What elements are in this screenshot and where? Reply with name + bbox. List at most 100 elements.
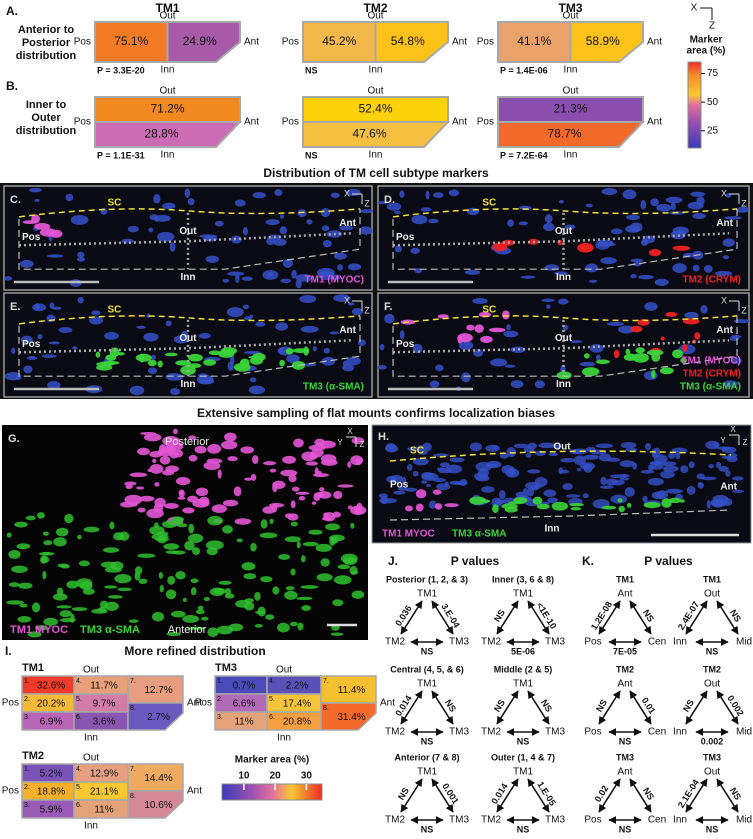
triangle-caption: TM2 — [616, 664, 634, 674]
edge-label: 0.001 — [440, 781, 460, 805]
blob — [41, 555, 50, 564]
blob — [273, 238, 287, 246]
blob — [272, 480, 286, 489]
cell-value: 54.8% — [391, 34, 425, 48]
edge-label: NS — [517, 824, 530, 834]
blob — [315, 543, 332, 552]
out-label: Out — [555, 333, 573, 344]
mid-line — [392, 339, 730, 354]
blob — [284, 536, 301, 543]
ant-label: Ant — [452, 117, 467, 128]
blob — [599, 485, 614, 489]
pos-label: Pos — [477, 117, 494, 128]
cell-number: 2. — [217, 696, 223, 703]
blob — [624, 487, 635, 497]
out-label: Out — [367, 11, 383, 22]
blob — [303, 346, 310, 356]
blob — [167, 575, 176, 585]
cell-number: 6. — [269, 714, 275, 721]
p-value: NS — [305, 150, 318, 160]
blob — [154, 522, 159, 528]
blob — [169, 388, 181, 395]
axis-letter: Z — [709, 21, 715, 32]
blob — [480, 335, 493, 344]
blob — [660, 470, 675, 479]
blob — [113, 532, 125, 541]
blob — [109, 521, 115, 530]
blob — [265, 614, 275, 620]
blob — [252, 192, 267, 199]
blob — [337, 264, 343, 271]
sc-line — [389, 450, 732, 462]
blob — [557, 298, 569, 305]
blob — [184, 188, 191, 198]
axis-letter: X — [344, 295, 350, 305]
blob — [152, 458, 157, 464]
blob — [698, 482, 703, 486]
blob — [35, 303, 40, 311]
blob — [716, 446, 731, 450]
node-label: TM3 — [545, 727, 565, 738]
cell-number: 5. — [76, 696, 82, 703]
blob — [187, 495, 199, 503]
grid-title: TM1 — [22, 662, 44, 674]
blob — [637, 274, 654, 280]
blob — [217, 469, 222, 479]
blob — [546, 304, 551, 309]
blob — [651, 353, 661, 362]
blob — [688, 461, 695, 469]
node-label: Out — [704, 767, 720, 778]
node-label: Out — [704, 679, 720, 690]
arrow — [716, 778, 739, 813]
blob — [506, 324, 511, 331]
blob — [157, 231, 175, 242]
ant-label: Ant — [339, 325, 356, 336]
arrow — [496, 600, 519, 635]
blob — [218, 349, 235, 358]
blob — [156, 531, 169, 536]
column-title: TM1 — [156, 1, 180, 15]
blob — [544, 264, 559, 271]
blob — [564, 224, 576, 230]
blob — [722, 255, 730, 260]
triangle-caption: Outer (1, 4 & 7) — [491, 752, 555, 762]
blob — [585, 203, 593, 208]
panel-label: K. — [582, 554, 594, 568]
node-label: TM2 — [385, 637, 405, 648]
node-label: Ant — [617, 679, 632, 690]
colorbar-tick-label: 20 — [270, 771, 282, 782]
blob — [630, 273, 637, 279]
panel-label: C. — [10, 194, 21, 206]
blob — [356, 502, 363, 511]
blob — [436, 483, 451, 491]
blob — [300, 325, 319, 333]
blob — [295, 278, 302, 289]
blob — [166, 632, 181, 637]
blob — [700, 304, 708, 314]
blob — [692, 264, 700, 272]
arrow — [400, 600, 423, 635]
blob — [619, 460, 636, 468]
blob — [502, 310, 510, 320]
blob — [242, 226, 248, 236]
triangle-caption: TM2 — [703, 664, 721, 674]
blob — [77, 251, 85, 258]
blob — [682, 344, 688, 352]
node-label: TM1 — [417, 679, 437, 690]
node-label: TM3 — [449, 815, 469, 826]
blob — [626, 502, 632, 508]
blob — [224, 587, 232, 596]
inn-label: Inn — [545, 524, 560, 535]
blob — [173, 428, 178, 435]
blob — [282, 455, 296, 464]
colorbar-tick-label: 50 — [707, 97, 719, 108]
cell-value: 11.4% — [338, 685, 366, 696]
blob — [8, 549, 21, 559]
blob — [562, 483, 573, 490]
blob — [573, 455, 586, 466]
blob — [83, 526, 100, 533]
blob — [263, 461, 277, 466]
blob — [566, 494, 581, 498]
blob — [351, 308, 364, 316]
blob — [656, 203, 672, 212]
